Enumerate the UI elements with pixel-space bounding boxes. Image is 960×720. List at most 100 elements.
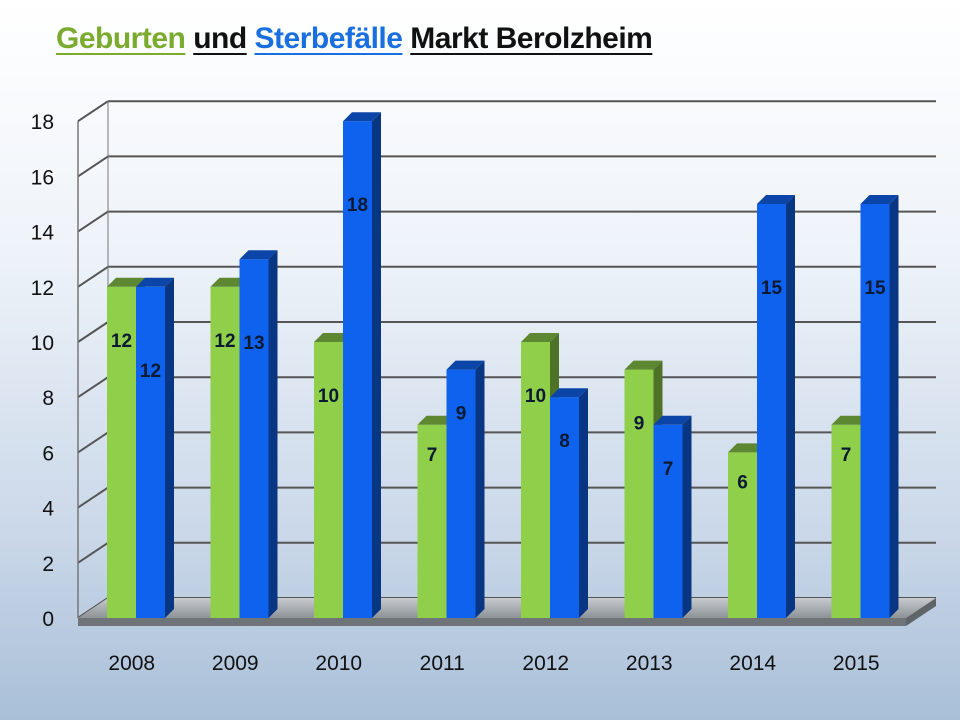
- x-tick-label: 2008: [108, 652, 155, 675]
- x-tick-label: 2010: [315, 652, 362, 675]
- gridline-side: [77, 210, 109, 233]
- chart-title: Geburten und Sterbefälle Markt Berolzhei…: [56, 22, 653, 56]
- data-label: 15: [864, 278, 886, 299]
- data-label: 18: [347, 195, 368, 216]
- y-tick-label: 2: [42, 553, 54, 576]
- x-tick-label: 2014: [729, 652, 776, 675]
- x-tick-label: 2015: [833, 652, 880, 675]
- bar-front: [624, 369, 654, 618]
- data-label: 12: [214, 331, 235, 352]
- bar-front: [136, 286, 165, 618]
- bar-side: [579, 388, 588, 618]
- bar-top: [550, 388, 588, 398]
- bar-top: [521, 333, 559, 342]
- x-axis-ticks: 2008 2009 2010 2011 2012 2013 2014 2015: [108, 652, 879, 675]
- floor-side: [906, 598, 936, 626]
- y-tick-label: 14: [31, 222, 55, 245]
- bar-top: [831, 415, 870, 425]
- bar-side: [475, 360, 485, 618]
- data-label: 13: [243, 333, 264, 354]
- bar-front: [550, 397, 579, 618]
- bar-side: [372, 112, 381, 618]
- bar-top: [624, 360, 663, 370]
- bar-top: [728, 443, 766, 453]
- y-tick-label: 10: [31, 332, 54, 355]
- x-tick-label: 2011: [420, 652, 465, 675]
- x-tick-label: 2013: [626, 652, 673, 675]
- bar-deaths-2011: [446, 360, 485, 618]
- bar-top: [757, 195, 795, 204]
- gridline-side: [77, 431, 109, 454]
- bar-top: [107, 277, 145, 287]
- y-tick-label: 0: [42, 608, 54, 631]
- bar-front: [757, 204, 786, 618]
- bar-deaths-2009: [239, 250, 278, 618]
- y-tick-label: 4: [42, 498, 54, 521]
- data-label: 7: [427, 445, 438, 466]
- bar-side: [268, 250, 278, 618]
- data-label: 15: [761, 278, 783, 299]
- y-tick-label: 18: [31, 111, 54, 134]
- title-place: Markt Berolzheim: [410, 22, 653, 55]
- data-label: 9: [456, 404, 467, 425]
- bar-deaths-2015: [860, 195, 899, 618]
- bars: [107, 112, 899, 618]
- bar-front: [521, 342, 550, 618]
- data-label: 8: [559, 431, 570, 452]
- bar-top: [446, 360, 485, 370]
- bar-front: [343, 121, 372, 618]
- bar-deaths-2013: [653, 415, 692, 618]
- bar-front: [417, 424, 447, 618]
- bar-side: [682, 415, 692, 618]
- data-label: 10: [318, 386, 339, 407]
- bar-top: [343, 112, 381, 122]
- x-tick-label: 2012: [522, 652, 569, 675]
- bar-top: [860, 195, 899, 204]
- bar-side: [165, 277, 174, 618]
- bar-front: [860, 204, 890, 618]
- bar-deaths-2014: [757, 195, 795, 618]
- bar-top: [239, 250, 278, 260]
- data-label: 12: [111, 331, 132, 352]
- bar-deaths-2012: [550, 388, 588, 618]
- y-tick-label: 16: [31, 166, 54, 189]
- x-tick-label: 2009: [212, 652, 259, 675]
- bar-side: [889, 195, 899, 618]
- bar-front: [728, 452, 757, 618]
- gridline-side: [77, 376, 109, 399]
- bar-deaths-2008: [136, 277, 174, 618]
- y-tick-label: 6: [42, 442, 54, 465]
- bar-top: [136, 277, 174, 287]
- bar-front: [239, 259, 269, 618]
- gridline-side: [77, 541, 109, 564]
- bar-front: [653, 424, 683, 618]
- data-label: 6: [737, 472, 748, 493]
- data-label: 12: [140, 361, 161, 382]
- y-tick-label: 12: [31, 277, 54, 300]
- title-births: Geburten: [56, 22, 186, 55]
- y-axis-ticks: 0 2 4 6 8 10 12 14 16 18: [31, 111, 55, 631]
- gridline-side: [77, 155, 109, 178]
- bar-front: [831, 424, 861, 618]
- bar-deaths-2010: [343, 112, 381, 618]
- data-label: 10: [525, 386, 546, 407]
- data-label: 9: [634, 414, 645, 435]
- gridlines: [77, 100, 936, 619]
- gridline-side: [77, 100, 109, 123]
- bar-front: [107, 286, 136, 618]
- bar-side: [786, 195, 795, 618]
- bar-front: [210, 286, 240, 618]
- bar-top: [314, 333, 352, 342]
- gridline-side: [77, 265, 109, 288]
- floor-top: [78, 598, 936, 618]
- floor-front: [78, 618, 906, 626]
- bar-front: [314, 342, 343, 618]
- y-tick-label: 8: [42, 387, 54, 410]
- bar-top: [417, 415, 456, 425]
- data-label: 7: [663, 459, 674, 480]
- chart-floor: [78, 598, 936, 626]
- gridline-side: [77, 486, 109, 509]
- title-and: und: [193, 22, 247, 55]
